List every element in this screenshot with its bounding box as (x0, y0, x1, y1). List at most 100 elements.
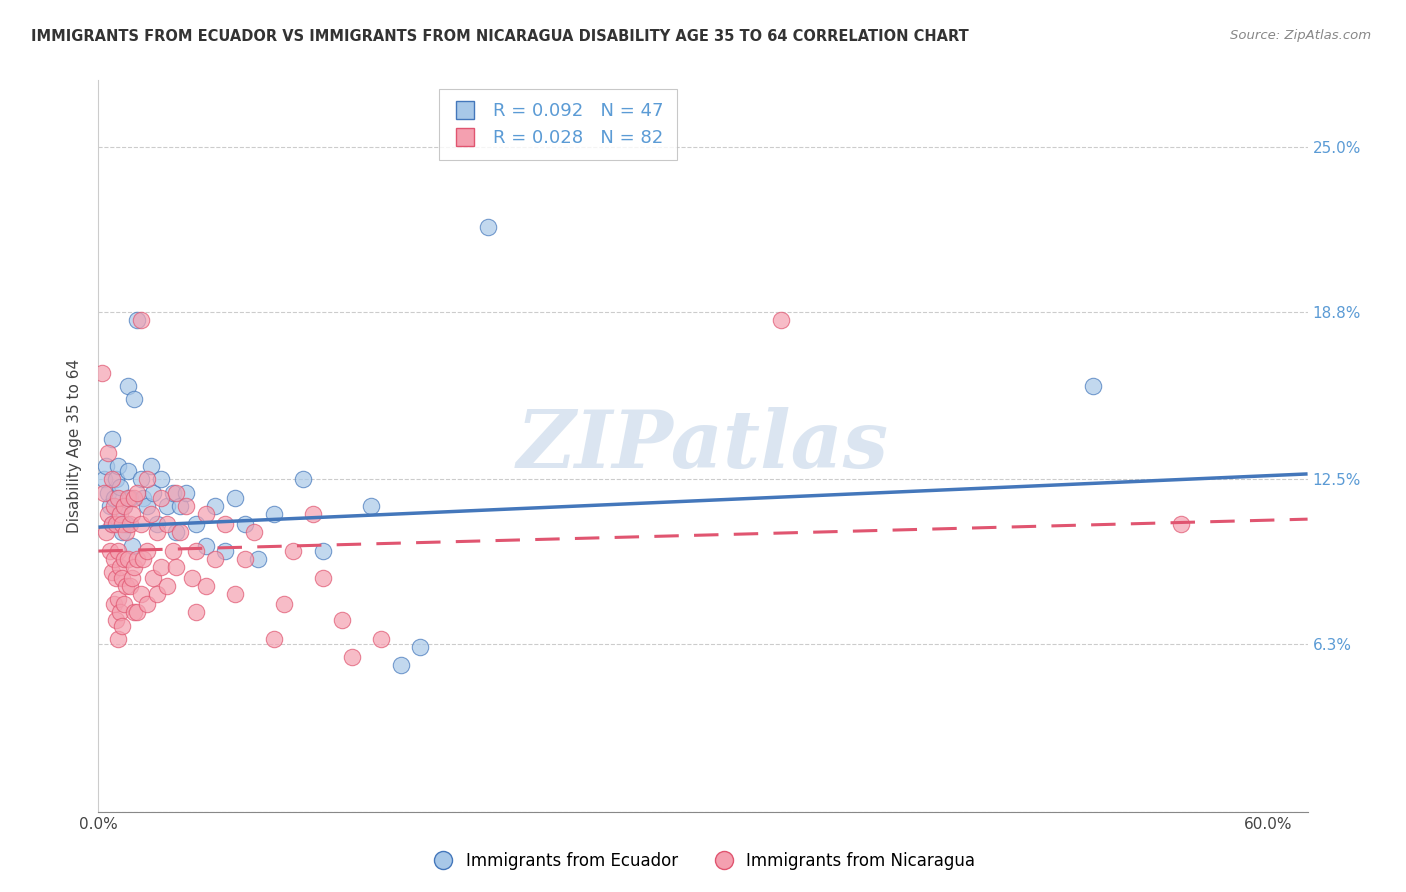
Point (165, 560, 187, 574)
Point (194, 507, 217, 521)
Point (263, 632, 285, 646)
Point (165, 485, 187, 500)
Point (107, 632, 129, 646)
Point (181, 571, 204, 585)
Point (243, 525, 266, 540)
Point (104, 472, 127, 486)
Point (477, 219, 499, 234)
Point (98, 499, 121, 513)
Point (117, 552, 139, 566)
Point (1170, 517, 1192, 532)
Point (122, 560, 145, 574)
Point (96, 458, 118, 473)
Point (769, 312, 792, 326)
Point (101, 517, 124, 532)
Point (91, 366, 114, 380)
Point (107, 458, 129, 473)
Point (111, 517, 134, 532)
Point (117, 464, 139, 478)
Text: Source: ZipAtlas.com: Source: ZipAtlas.com (1230, 29, 1371, 42)
Point (117, 379, 139, 393)
Point (169, 499, 191, 513)
Point (107, 544, 129, 558)
Point (194, 539, 217, 553)
Point (112, 499, 135, 513)
Point (204, 499, 226, 513)
Point (136, 499, 159, 513)
Point (142, 485, 165, 500)
Point (122, 392, 145, 407)
Point (233, 552, 256, 566)
Legend: R = 0.092   N = 47, R = 0.028   N = 82: R = 0.092 N = 47, R = 0.028 N = 82 (439, 89, 676, 160)
Point (104, 571, 127, 585)
Point (302, 507, 325, 521)
Point (111, 525, 134, 540)
Point (224, 491, 246, 505)
Point (142, 571, 165, 585)
Point (103, 499, 125, 513)
Point (149, 472, 172, 486)
Point (121, 507, 143, 521)
Point (283, 544, 305, 558)
Point (139, 507, 162, 521)
Point (214, 517, 236, 532)
Point (169, 525, 191, 540)
Point (263, 507, 285, 521)
Point (247, 552, 270, 566)
Point (103, 491, 125, 505)
Point (122, 605, 145, 619)
Point (112, 597, 135, 611)
Point (162, 544, 184, 558)
Point (121, 571, 143, 585)
Point (184, 605, 207, 619)
Point (127, 485, 149, 500)
Point (101, 433, 124, 447)
Point (114, 525, 136, 540)
Point (131, 472, 153, 486)
Point (340, 650, 363, 665)
Point (108, 480, 131, 494)
Point (139, 458, 162, 473)
Point (112, 552, 135, 566)
Point (131, 312, 153, 326)
Point (108, 605, 131, 619)
Point (101, 472, 124, 486)
Point (104, 613, 127, 627)
Point (162, 485, 184, 500)
Point (1081, 379, 1104, 393)
Point (409, 640, 432, 654)
Point (114, 517, 136, 532)
Point (107, 512, 129, 526)
Point (184, 544, 207, 558)
Point (107, 591, 129, 606)
Point (273, 597, 295, 611)
Point (97, 445, 120, 459)
Point (104, 517, 127, 532)
Point (389, 658, 412, 673)
Point (131, 586, 153, 600)
Point (131, 517, 153, 532)
Point (214, 544, 236, 558)
Point (118, 579, 141, 593)
Point (108, 560, 131, 574)
Point (132, 552, 155, 566)
Point (98, 544, 121, 558)
Point (112, 499, 135, 513)
Point (184, 517, 207, 532)
Point (111, 571, 134, 585)
Text: ZIPatlas: ZIPatlas (517, 408, 889, 484)
Point (330, 613, 353, 627)
Point (103, 552, 125, 566)
Point (174, 499, 197, 513)
Point (136, 544, 159, 558)
Point (132, 491, 155, 505)
Point (108, 507, 131, 521)
Point (121, 539, 143, 553)
Point (136, 597, 159, 611)
Point (165, 525, 187, 540)
Point (156, 579, 179, 593)
Point (370, 632, 392, 646)
Point (117, 491, 139, 505)
Point (360, 499, 382, 513)
Point (127, 552, 149, 566)
